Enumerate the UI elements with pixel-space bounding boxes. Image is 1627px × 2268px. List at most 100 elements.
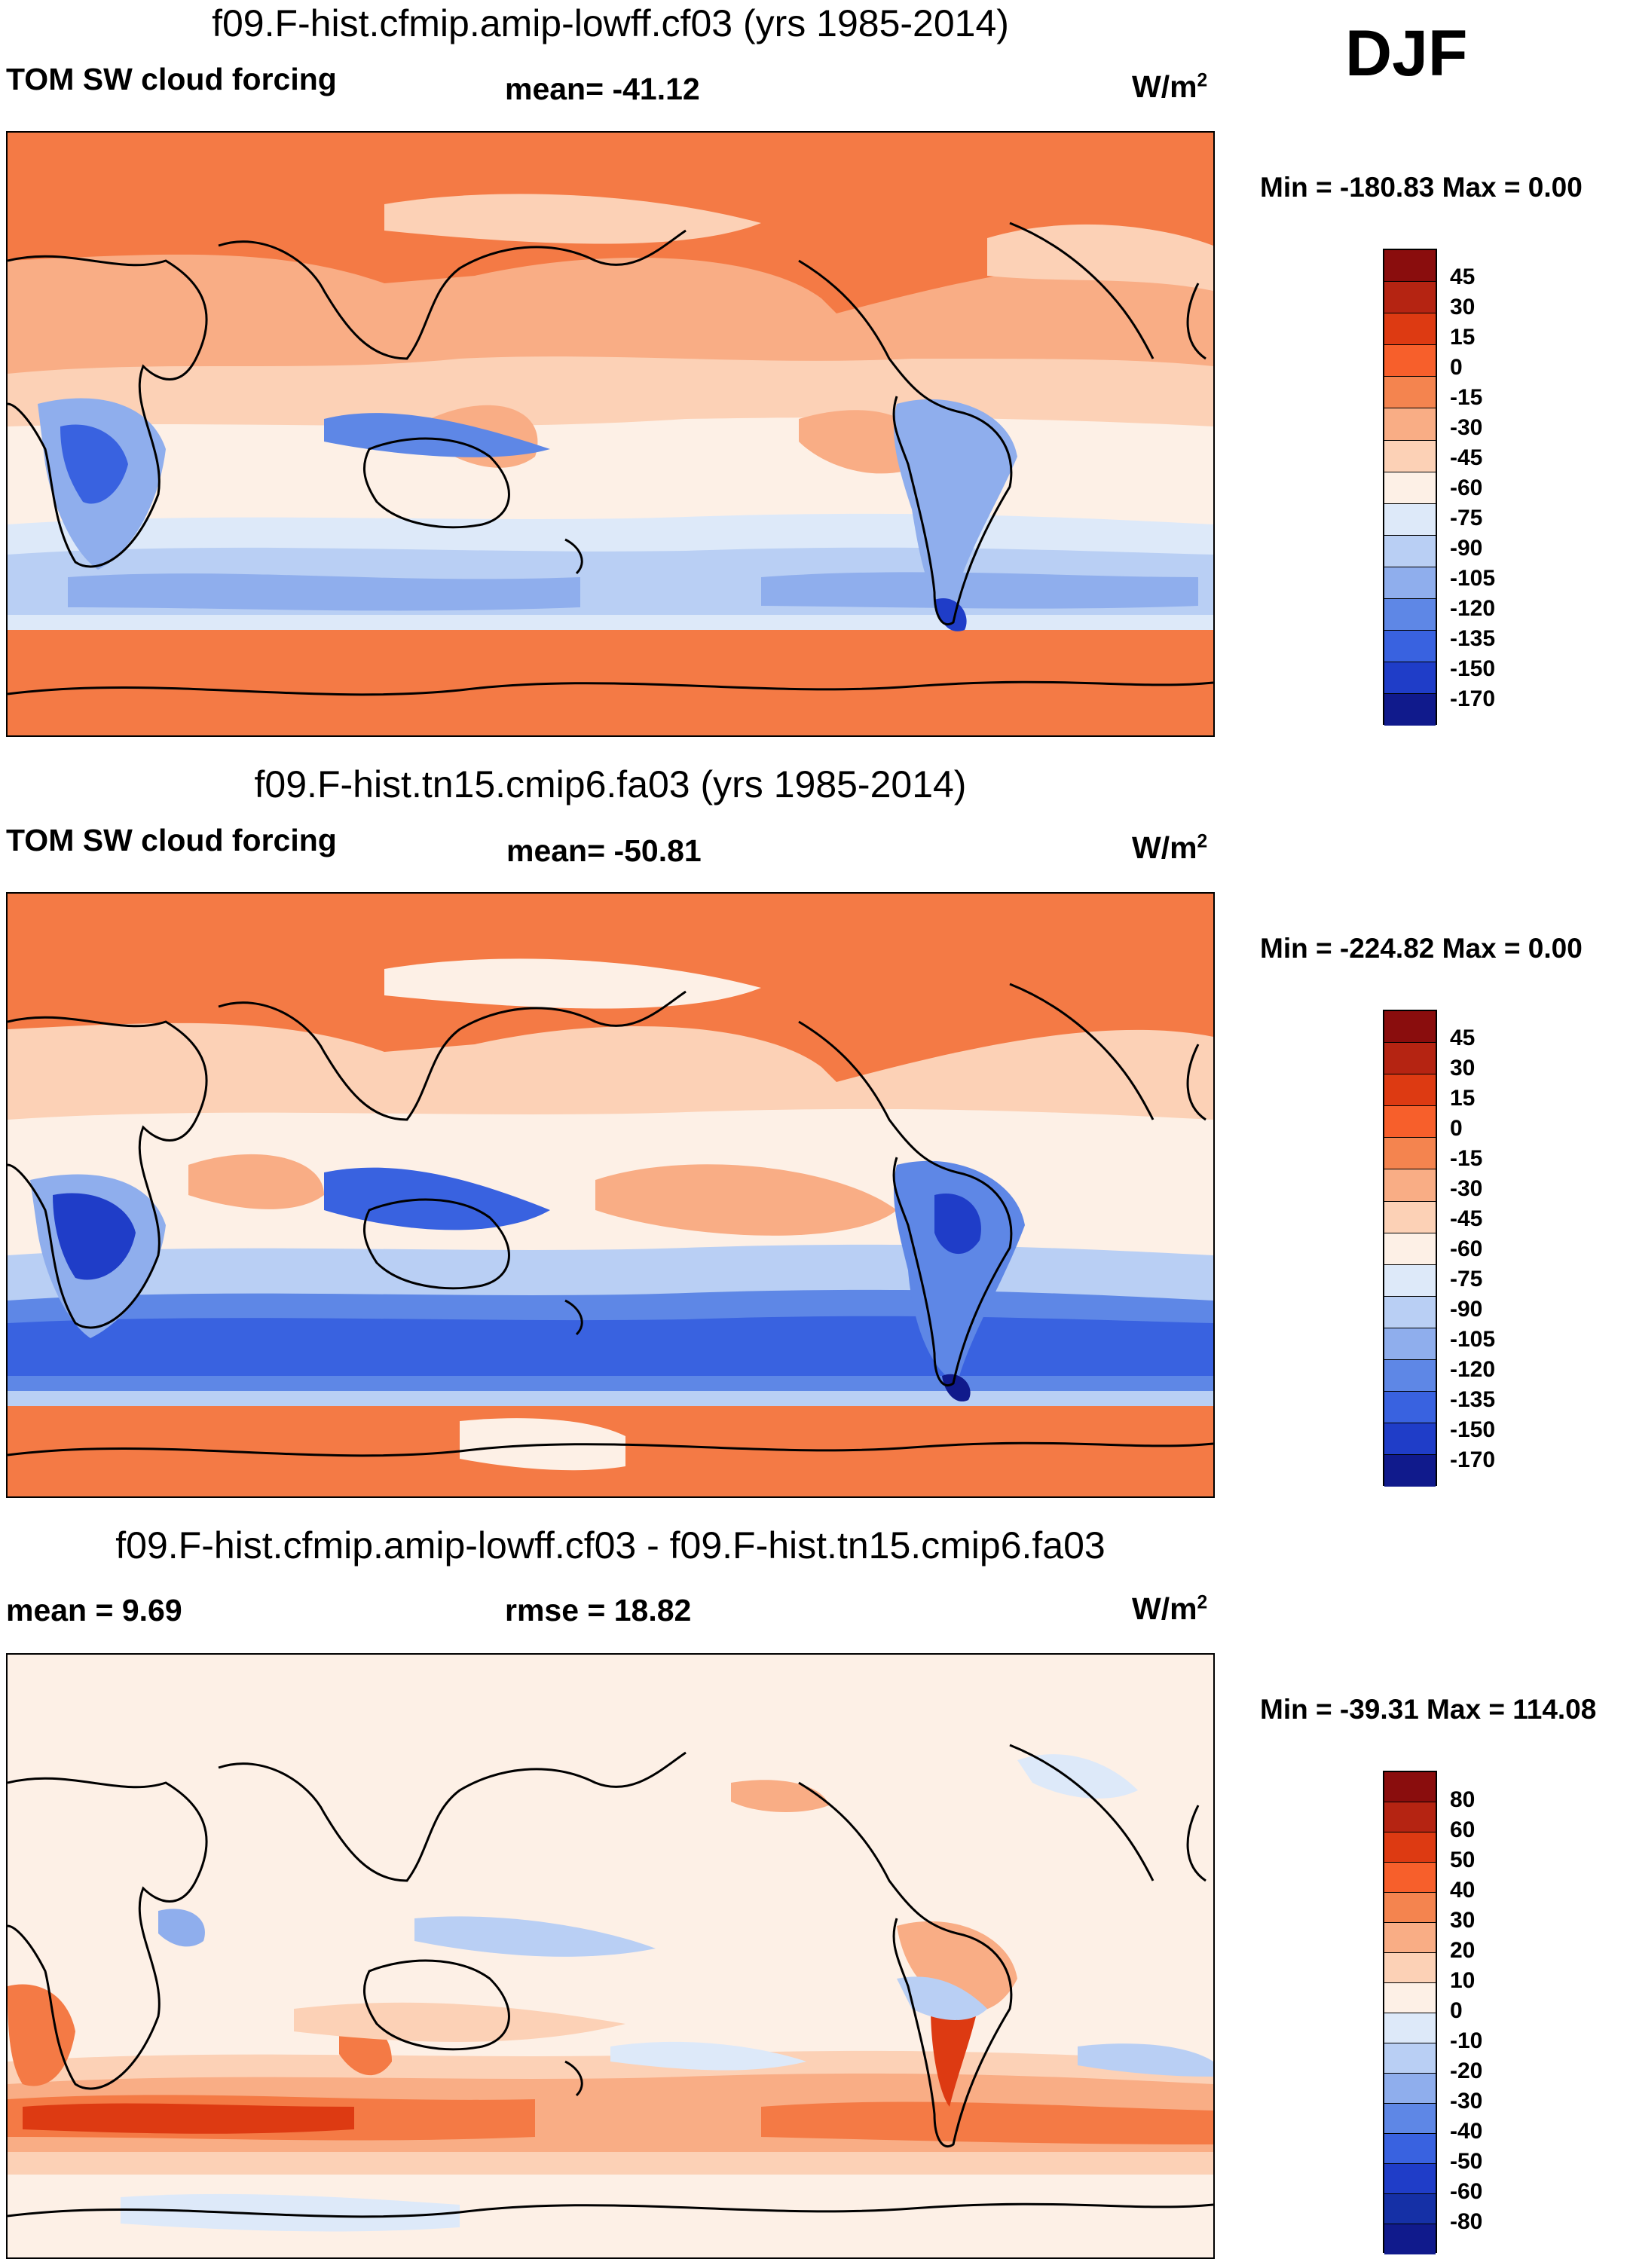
panel-2-field: [8, 894, 1213, 1496]
colorbar-tick-label: -45: [1450, 445, 1483, 470]
panel-3-mean-label: mean = 9.69: [6, 1593, 182, 1628]
colorbar-tick-label: -40: [1450, 2119, 1483, 2144]
panel-2-map: [6, 892, 1215, 1498]
colorbar-tick-label: -20: [1450, 2059, 1483, 2083]
colorbar-tick-label: 40: [1450, 1878, 1476, 1903]
colorbar-swatch: [1384, 1953, 1436, 1983]
colorbar-tick-label: -15: [1450, 385, 1483, 410]
colorbar-tick-label: -150: [1450, 1417, 1496, 1442]
colorbar-tick-label: 15: [1450, 1086, 1476, 1111]
colorbar-tick-label: -135: [1450, 626, 1496, 651]
panel-2-units: W/m2: [1132, 830, 1208, 865]
colorbar-swatch: [1384, 1043, 1436, 1075]
panel-3-title: f09.F-hist.cfmip.amip-lowff.cf03 - f09.F…: [115, 1524, 1106, 1567]
colorbar-tick-label: -90: [1450, 536, 1483, 561]
colorbar-tick-label: -30: [1450, 2089, 1483, 2114]
colorbar-tick-label: -90: [1450, 1297, 1483, 1322]
colorbar-swatch: [1384, 408, 1436, 441]
colorbar-tick-label: -80: [1450, 2209, 1483, 2234]
colorbar-tick-label: -60: [1450, 2179, 1483, 2204]
panel-2-colorbar: [1383, 1010, 1437, 1487]
colorbar-swatch: [1384, 2043, 1436, 2074]
panel-2-title: f09.F-hist.tn15.cmip6.fa03 (yrs 1985-201…: [254, 763, 967, 805]
colorbar-swatch: [1384, 1011, 1436, 1044]
colorbar-tick-label: -45: [1450, 1206, 1483, 1231]
colorbar-swatch: [1384, 472, 1436, 504]
colorbar-swatch: [1384, 345, 1436, 377]
colorbar-tick-label: -170: [1450, 1447, 1496, 1472]
colorbar-tick-label: -120: [1450, 1357, 1496, 1382]
panel-1-colorbar: [1383, 249, 1437, 726]
colorbar-swatch: [1384, 1296, 1436, 1328]
panel-3-units: W/m2: [1132, 1591, 1208, 1626]
colorbar-swatch: [1384, 1106, 1436, 1139]
colorbar-swatch: [1384, 1233, 1436, 1265]
colorbar-swatch: [1384, 2104, 1436, 2134]
colorbar-swatch: [1384, 313, 1436, 346]
colorbar-swatch: [1384, 1169, 1436, 1202]
colorbar-tick-label: 80: [1450, 1787, 1476, 1812]
colorbar-tick-label: -150: [1450, 656, 1496, 681]
colorbar-swatch: [1384, 1264, 1436, 1297]
colorbar-tick-label: -30: [1450, 1176, 1483, 1201]
colorbar-tick-label: 30: [1450, 295, 1476, 319]
panel-1-minmax: Min = -180.83 Max = 0.00: [1260, 172, 1583, 203]
colorbar-tick-label: -50: [1450, 2149, 1483, 2174]
colorbar-swatch: [1384, 440, 1436, 472]
colorbar-swatch: [1384, 631, 1436, 663]
panel-3-rmse-label: rmse = 18.82: [505, 1593, 692, 1628]
colorbar-tick-label: -15: [1450, 1146, 1483, 1171]
colorbar-swatch: [1384, 377, 1436, 409]
panel-1-mean-label: mean= -41.12: [505, 72, 700, 106]
panel-3-colorbar: [1383, 1771, 1437, 2254]
colorbar-tick-label: 45: [1450, 264, 1476, 289]
colorbar-tick-label: -105: [1450, 566, 1496, 591]
panel-1-title: f09.F-hist.cfmip.amip-lowff.cf03 (yrs 19…: [212, 2, 1009, 44]
colorbar-swatch: [1384, 1983, 1436, 2013]
colorbar-tick-label: 0: [1450, 1998, 1463, 2023]
colorbar-swatch: [1384, 1074, 1436, 1107]
colorbar-swatch: [1384, 2013, 1436, 2043]
colorbar-tick-label: 10: [1450, 1968, 1476, 1993]
colorbar-swatch: [1384, 1201, 1436, 1233]
colorbar-swatch: [1384, 2194, 1436, 2224]
colorbar-swatch: [1384, 535, 1436, 567]
colorbar-tick-label: -170: [1450, 686, 1496, 711]
panel-2-mean-label: mean= -50.81: [506, 833, 702, 868]
colorbar-tick-label: 0: [1450, 1116, 1463, 1141]
colorbar-tick-label: 0: [1450, 355, 1463, 380]
panel-2-variable-label: TOM SW cloud forcing: [6, 823, 337, 857]
colorbar-tick-label: -30: [1450, 415, 1483, 440]
colorbar-swatch: [1384, 1360, 1436, 1392]
colorbar-swatch: [1384, 1863, 1436, 1893]
colorbar-tick-label: 50: [1450, 1848, 1476, 1872]
colorbar-swatch: [1384, 1893, 1436, 1923]
colorbar-swatch: [1384, 567, 1436, 600]
colorbar-tick-label: 30: [1450, 1056, 1476, 1081]
colorbar-swatch: [1384, 694, 1436, 726]
colorbar-tick-label: 30: [1450, 1908, 1476, 1933]
panel-1-variable-label: TOM SW cloud forcing: [6, 62, 337, 96]
colorbar-swatch: [1384, 1423, 1436, 1456]
colorbar-swatch: [1384, 662, 1436, 695]
panel-1-map: [6, 131, 1215, 737]
panel-1-units: W/m2: [1132, 69, 1208, 104]
panel-3-field: [8, 1655, 1213, 2257]
colorbar-tick-label: -75: [1450, 506, 1483, 530]
colorbar-swatch: [1384, 1328, 1436, 1361]
panel-1-field: [8, 133, 1213, 735]
colorbar-swatch: [1384, 1138, 1436, 1170]
colorbar-tick-label: -135: [1450, 1387, 1496, 1412]
colorbar-swatch: [1384, 1455, 1436, 1487]
colorbar-tick-label: -60: [1450, 1236, 1483, 1261]
panel-3-map: [6, 1653, 1215, 2259]
colorbar-swatch: [1384, 1772, 1436, 1802]
colorbar-swatch: [1384, 1832, 1436, 1863]
colorbar-swatch: [1384, 2074, 1436, 2104]
colorbar-tick-label: -120: [1450, 596, 1496, 621]
colorbar-swatch: [1384, 2224, 1436, 2254]
colorbar-swatch: [1384, 503, 1436, 536]
panel-2-minmax: Min = -224.82 Max = 0.00: [1260, 933, 1583, 964]
season-label: DJF: [1345, 17, 1468, 90]
colorbar-tick-label: -60: [1450, 475, 1483, 500]
